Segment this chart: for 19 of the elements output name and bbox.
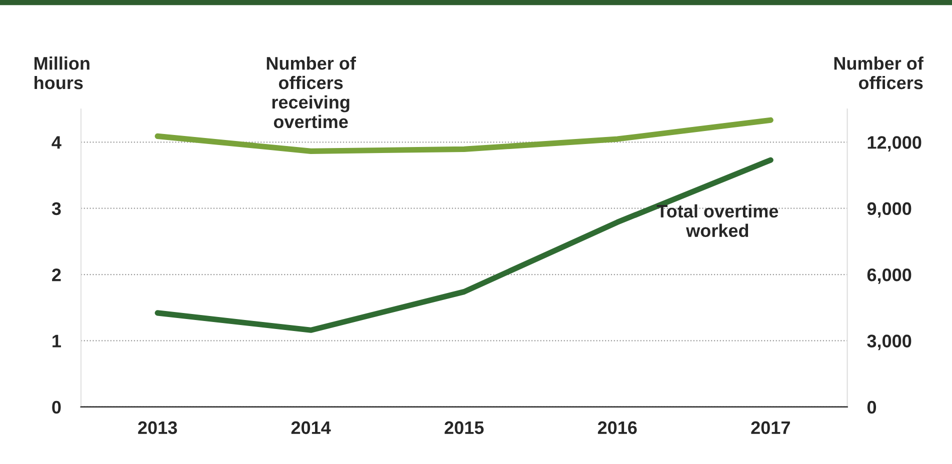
y2-tick-label: 3,000 — [867, 334, 912, 350]
y-tick-label: 2 — [52, 268, 61, 282]
y2-tick-label: 0 — [867, 400, 876, 414]
y-tick-label: 0 — [52, 400, 61, 414]
series-label: Total overtime worked — [656, 204, 778, 238]
y-tick-label: 1 — [52, 334, 61, 348]
series-label: Number of officers receiving overtime — [266, 56, 356, 128]
x-tick-label: 2014 — [291, 421, 331, 434]
x-tick-label: 2016 — [598, 421, 637, 434]
x-tick-label: 2013 — [138, 421, 177, 434]
y-tick-label: 3 — [52, 202, 61, 216]
y2-axis-title: Number of officers — [834, 56, 924, 90]
x-tick-label: 2017 — [751, 421, 790, 434]
y-axis-title: Million hours — [34, 56, 90, 90]
x-tick-label: 2015 — [444, 421, 484, 434]
y-tick-label: 4 — [52, 136, 62, 149]
y2-tick-label: 6,000 — [867, 268, 912, 284]
y2-tick-label: 12,000 — [868, 136, 922, 152]
y2-tick-label: 9,000 — [867, 202, 912, 218]
